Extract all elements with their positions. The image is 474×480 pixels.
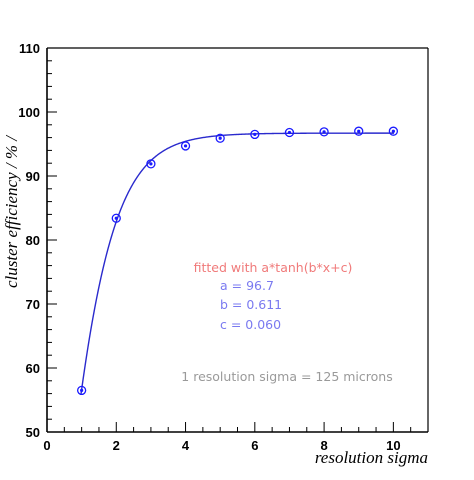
data-point [250, 129, 260, 140]
data-point [354, 126, 364, 136]
y-tick-label: 80 [26, 233, 40, 248]
x-tick-label: 0 [43, 438, 50, 453]
fit-curve [80, 132, 395, 395]
data-points [76, 126, 399, 396]
data-point-center [183, 144, 188, 148]
y-tick-label: 100 [18, 105, 40, 120]
x-tick-label: 10 [386, 438, 400, 453]
x-tick-label: 2 [113, 438, 120, 453]
data-point-center [391, 129, 395, 133]
data-point [284, 127, 295, 138]
data-point-center [322, 130, 326, 134]
data-point [215, 133, 225, 143]
y-tick-label: 60 [26, 361, 40, 376]
x-tick-label: 6 [251, 438, 258, 453]
data-point-center [287, 130, 292, 135]
data-point [146, 159, 156, 169]
data-point [76, 385, 87, 396]
fit-param-b-label: b = 0.611 [220, 297, 282, 312]
y-tick-label: 70 [26, 297, 40, 312]
data-point-center [114, 216, 118, 220]
axis-ticks: 0 2 4 6 8 10 50 60 70 80 90 100 110 [18, 41, 429, 453]
x-axis-title: resolution sigma [315, 448, 428, 467]
y-axis-title: cluster efficiency / % / [2, 134, 21, 288]
y-tick-label: 90 [26, 169, 40, 184]
x-tick-label: 8 [320, 438, 327, 453]
fit-curve-group [80, 132, 395, 395]
data-point [180, 141, 191, 151]
data-point-center [149, 162, 153, 166]
y-tick-label: 110 [19, 41, 40, 56]
data-point-center [357, 129, 361, 133]
data-point [388, 126, 399, 136]
data-point [111, 213, 121, 223]
data-point [319, 127, 329, 137]
data-point-center [253, 132, 257, 136]
data-point-center [80, 388, 84, 392]
fit-formula-label: fitted with a*tanh(b*x+c) [194, 260, 353, 275]
data-point-center [218, 136, 222, 140]
fit-param-c-label: c = 0.060 [220, 317, 281, 332]
resolution-note-label: 1 resolution sigma = 125 microns [181, 369, 392, 384]
x-tick-label: 4 [182, 438, 190, 453]
fit-param-a-label: a = 96.7 [220, 278, 274, 293]
y-tick-label: 50 [26, 425, 40, 440]
